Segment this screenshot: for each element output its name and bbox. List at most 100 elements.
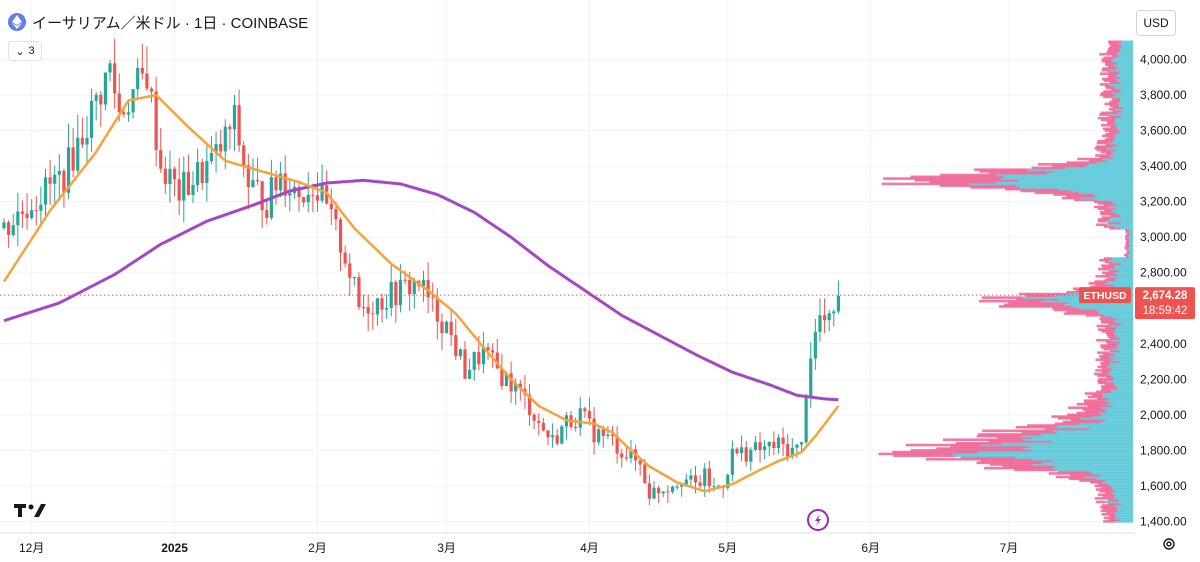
volume-bar-sell [1094, 372, 1108, 376]
volume-bar-sell [1108, 518, 1121, 521]
indicator-toggle-button[interactable]: ⌄ 3 [8, 41, 42, 61]
candle-body [776, 437, 781, 448]
alert-bolt-icon[interactable] [807, 509, 829, 531]
volume-bar-sell [1087, 404, 1113, 408]
volume-bar-buy [1101, 406, 1133, 410]
volume-bar-buy [1111, 374, 1133, 378]
candle-body [444, 321, 449, 334]
volume-bar-sell [1104, 260, 1113, 264]
volume-bar-sell [1085, 410, 1107, 413]
candle-body [726, 474, 730, 488]
candle-body [689, 475, 693, 480]
volume-bar-buy [1113, 202, 1133, 205]
volume-bar-buy [1096, 477, 1133, 481]
volume-bar-sell [1104, 129, 1120, 132]
volume-bar-sell [1095, 500, 1106, 504]
volume-bar-sell [1099, 317, 1118, 321]
volume-bar-sell [1109, 227, 1121, 230]
settings-gear-icon[interactable] [1162, 537, 1176, 554]
volume-bar-sell [1111, 99, 1121, 102]
volume-bar-sell [1105, 61, 1119, 65]
volume-bar-buy [1055, 425, 1133, 429]
volume-bar-sell [1095, 369, 1112, 372]
volume-bar-buy [1112, 200, 1133, 203]
candle-body [527, 394, 532, 415]
candle-body [108, 63, 112, 73]
candle-body [375, 298, 380, 315]
candle-body [661, 491, 665, 494]
volume-bar-sell [1097, 482, 1108, 486]
volume-bar-buy [1109, 358, 1133, 362]
candle-body [707, 468, 711, 487]
volume-bar-sell [996, 436, 1032, 440]
symbol-tag-label: ETHUSD [1083, 290, 1127, 302]
volume-bar-buy [1119, 349, 1133, 353]
volume-profile [878, 40, 1133, 523]
volume-bar-buy [1119, 70, 1133, 74]
symbol-tag-bg [1079, 287, 1131, 304]
volume-bar-buy [1109, 370, 1133, 374]
candle-body [468, 369, 472, 379]
x-tick-label: 2025 [161, 541, 188, 555]
volume-bar-buy [1028, 168, 1133, 171]
volume-bar-sell [1103, 90, 1120, 93]
candle-body [30, 210, 34, 219]
volume-bar-buy [1115, 93, 1133, 97]
candle-body [43, 177, 48, 205]
candle-body [131, 89, 135, 113]
volume-bar-sell [1125, 241, 1129, 244]
candle-body [242, 145, 246, 166]
candle-body [491, 350, 495, 353]
volume-bar-sell [1105, 86, 1115, 90]
candle-body [394, 281, 398, 306]
volume-bar-sell [1098, 378, 1113, 381]
volume-bar-buy [1106, 402, 1133, 406]
candle-body [610, 434, 615, 437]
volume-bar-buy [1118, 111, 1133, 115]
volume-bar-sell [1094, 280, 1108, 283]
volume-bar-sell [1125, 243, 1130, 246]
volume-bar-buy [1115, 120, 1133, 124]
ethereum-icon [8, 13, 26, 31]
moving-averages [2, 93, 840, 493]
ma-long-line [3, 178, 839, 402]
volume-bar-buy [1105, 500, 1133, 504]
tradingview-logo-icon[interactable] [14, 502, 48, 523]
candle-body [306, 194, 310, 203]
volume-bar-buy [1115, 74, 1133, 77]
volume-bar-buy [1114, 266, 1133, 269]
volume-bar-buy [1113, 271, 1133, 275]
volume-bar-buy [1112, 257, 1133, 260]
symbol-title[interactable]: イーサリアム／米ドル · 1日 · COINBASE [32, 14, 309, 32]
volume-bar-buy [1118, 42, 1133, 45]
volume-bar-buy [1113, 331, 1133, 335]
volume-bar-sell [1097, 328, 1116, 331]
candle-body [518, 383, 522, 389]
candle-body [366, 307, 370, 314]
volume-bar-sell [1066, 195, 1096, 198]
volume-bar-sell [1091, 394, 1103, 397]
volume-bar-buy [1129, 244, 1133, 248]
volume-bar-sell [1101, 68, 1110, 72]
price-tag: ETHUSD 2,674.28 18:59:42 [1079, 287, 1195, 320]
candle-body [34, 210, 38, 212]
volume-bar-buy [1119, 90, 1133, 93]
candle-body [126, 112, 131, 115]
volume-bar-sell [1110, 88, 1121, 92]
volume-bar-sell [1103, 347, 1111, 351]
volume-bar-buy [952, 452, 1133, 456]
volume-bar-sell [970, 186, 1020, 189]
volume-bar-buy [1022, 438, 1133, 442]
volume-bar-buy [1129, 228, 1133, 232]
volume-bar-sell [1125, 228, 1130, 232]
volume-bar-sell [1079, 479, 1106, 482]
volume-bar-sell [1097, 219, 1107, 223]
volume-bar-buy [1109, 267, 1133, 271]
time-axis[interactable]: 12月 2025 2月 3月 4月 5月 6月 7月 [0, 532, 1135, 555]
volume-bar-sell [1104, 138, 1114, 141]
candle-body [412, 280, 416, 295]
volume-bar-buy [1113, 376, 1133, 379]
volume-bar-sell [1096, 141, 1110, 145]
currency-button[interactable]: USD [1136, 10, 1176, 36]
